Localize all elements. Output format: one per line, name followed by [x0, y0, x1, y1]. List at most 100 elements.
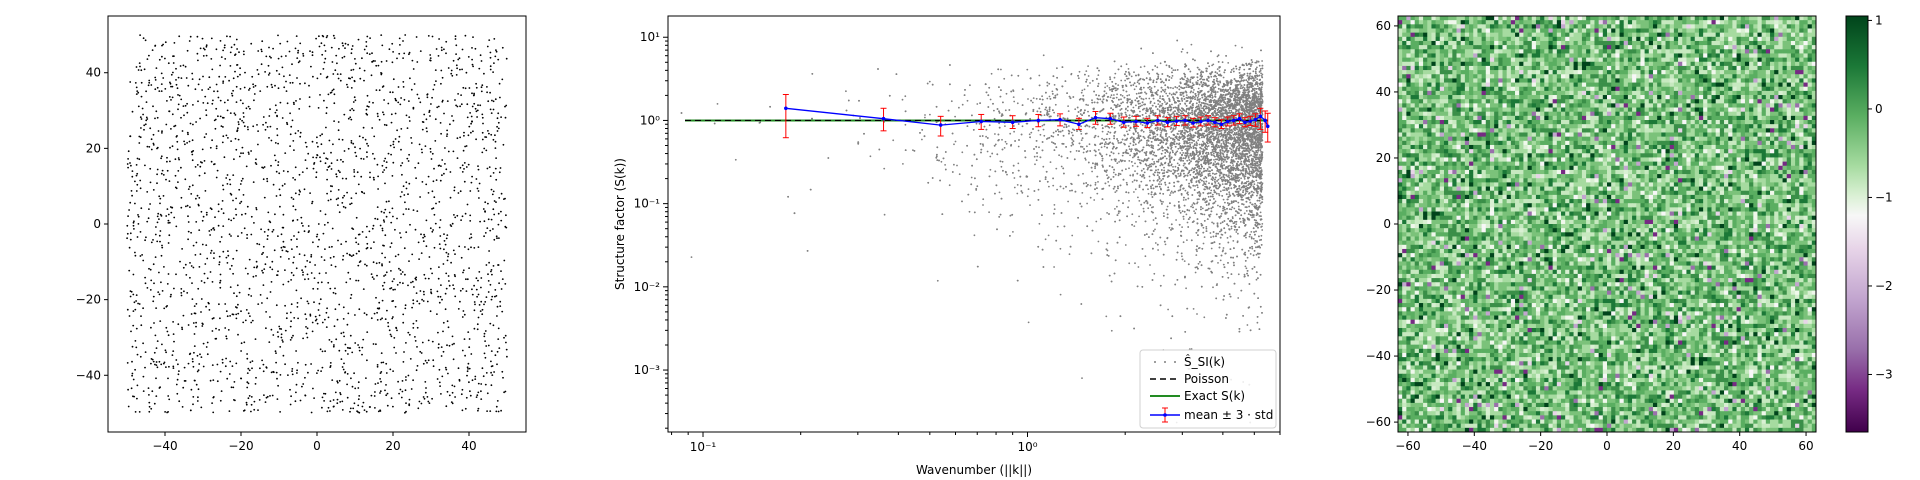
panel1-point: [142, 307, 145, 310]
panel1-point: [321, 396, 324, 399]
panel1-point: [391, 300, 394, 303]
panel1-point: [156, 215, 159, 218]
panel1-point: [341, 400, 344, 403]
panel1-point: [350, 293, 353, 296]
panel1-point: [495, 410, 498, 413]
panel1-point: [247, 128, 249, 131]
panel1-point: [494, 55, 497, 58]
panel1-point: [160, 281, 162, 284]
panel1-point: [158, 271, 160, 274]
panel1-point: [378, 118, 381, 121]
panel1-point: [169, 81, 171, 84]
panel1-point: [402, 40, 404, 42]
estimator-point: [1222, 189, 1224, 192]
panel1-point: [393, 278, 395, 280]
panel1-point: [399, 195, 402, 198]
panel1-point: [304, 376, 306, 379]
panel1-point: [202, 47, 205, 50]
panel1-point: [438, 368, 441, 371]
panel1-point: [140, 95, 143, 98]
panel1-point: [293, 235, 295, 237]
panel1-point: [276, 377, 278, 380]
estimator-point: [1216, 55, 1219, 58]
panel1-point: [441, 375, 444, 378]
panel1-point: [465, 71, 468, 74]
panel1-point: [293, 103, 295, 105]
panel1-point: [401, 390, 404, 393]
panel1-point: [398, 135, 401, 138]
panel1-point: [461, 68, 463, 71]
panel1-point: [301, 171, 304, 174]
panel1-point: [437, 277, 440, 280]
panel1-point: [380, 210, 383, 213]
panel1-point: [158, 90, 161, 92]
panel1-point: [475, 110, 478, 113]
panel1-point: [261, 269, 263, 272]
panel1-point: [311, 51, 314, 54]
panel1-point: [487, 273, 489, 276]
panel1-point: [457, 93, 459, 95]
panel1-point: [135, 164, 138, 166]
panel1-point: [161, 290, 164, 292]
panel1-point: [460, 219, 462, 222]
panel1-point: [484, 383, 487, 386]
panel1-point: [455, 53, 457, 55]
panel1-point: [187, 238, 190, 241]
panel1-point: [310, 363, 312, 365]
panel1-point: [327, 316, 330, 319]
panel1-point: [405, 379, 407, 381]
panel1-point: [392, 288, 395, 291]
panel1-point: [481, 313, 484, 316]
panel1-point: [395, 327, 398, 330]
estimator-point: [1227, 62, 1230, 64]
panel1-point: [392, 78, 395, 81]
panel1-point: [493, 62, 495, 64]
panel1-point: [490, 365, 493, 368]
panel1-point: [235, 317, 238, 320]
panel1-point: [365, 236, 368, 239]
panel1-point: [357, 279, 360, 282]
panel1-point: [264, 263, 267, 266]
panel1-point: [130, 164, 132, 167]
panel1-point: [211, 139, 214, 142]
panel1-point: [184, 65, 187, 68]
panel1-point: [447, 67, 450, 69]
panel1-point: [174, 158, 177, 161]
panel1-point: [177, 76, 180, 79]
panel1-point: [265, 121, 267, 124]
panel1-point: [169, 146, 171, 149]
panel1-point: [235, 148, 238, 151]
panel1-point: [362, 288, 365, 290]
panel1-point: [352, 68, 355, 71]
panel1-point: [381, 264, 383, 267]
panel1-point: [208, 76, 211, 79]
panel1-point: [183, 366, 186, 369]
panel1-point: [470, 181, 473, 184]
panel1-point: [336, 318, 339, 321]
panel1-point: [179, 260, 181, 263]
panel1-point: [230, 193, 233, 196]
panel1-point: [293, 317, 296, 319]
panel1-point: [403, 351, 405, 353]
panel1-point: [481, 84, 484, 87]
panel1-point: [165, 178, 167, 181]
panel1-point: [166, 208, 169, 211]
panel1-point: [499, 96, 501, 99]
panel1-point: [132, 293, 135, 296]
panel1-point: [481, 131, 484, 134]
panel1-point: [148, 146, 151, 148]
estimator-point: [1244, 193, 1246, 196]
panel1-point: [212, 411, 215, 414]
panel1-point: [341, 366, 344, 368]
panel1-point: [209, 379, 212, 382]
panel1-point: [350, 48, 353, 51]
panel1-point: [320, 42, 323, 45]
estimator-point: [1219, 222, 1222, 225]
panel1-point: [492, 108, 495, 111]
panel1-point: [385, 60, 388, 62]
panel1-point: [392, 405, 394, 408]
estimator-point: [1228, 109, 1231, 112]
panel1-point: [402, 86, 405, 88]
panel1-point: [462, 271, 464, 274]
panel1-point: [478, 304, 481, 306]
